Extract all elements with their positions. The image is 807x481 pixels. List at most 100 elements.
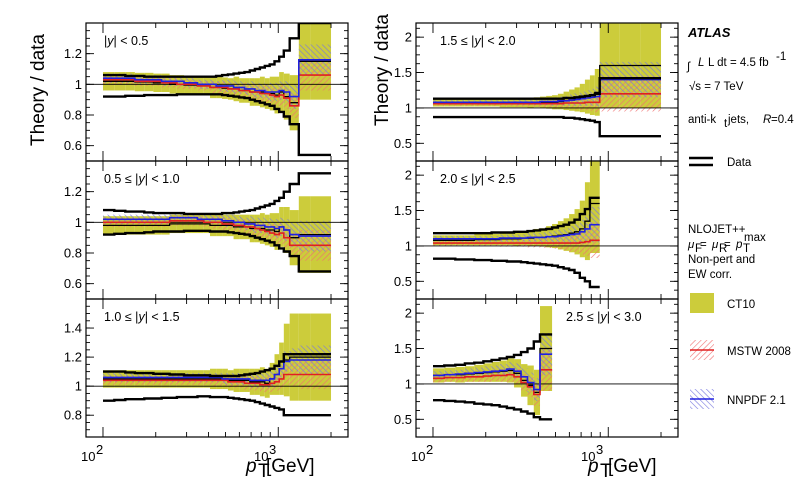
y-tick-label: 1.2 <box>64 350 82 365</box>
region-label-part: | <box>104 34 107 48</box>
legend-lumi-sup: -1 <box>776 51 786 63</box>
panel-plot-area-3 <box>86 313 348 417</box>
region-label-part: | < 2.0 <box>481 34 516 48</box>
legend-mstw-label: MSTW 2008 <box>727 346 791 358</box>
region-label-5: 2.0 ≤ |y| < 2.5 <box>440 172 516 186</box>
nnpdf-central-line <box>103 359 331 382</box>
region-label-part: | < 2.5 <box>481 172 516 186</box>
mstw-central-line <box>103 220 331 247</box>
x-tick-label-right-100: 10 <box>411 449 425 464</box>
legend-experiment: ATLAS <box>687 25 731 40</box>
x-axis-title-left-sub: T <box>258 461 270 481</box>
region-label-part: 2.5 ≤ | <box>566 310 600 324</box>
y-tick-label: 0.6 <box>64 276 82 291</box>
y-tick-label: 2 <box>405 306 412 321</box>
y-tick-label: 1.5 <box>394 203 412 218</box>
mstw-central-line <box>103 74 331 107</box>
region-label-part: 2.0 ≤ | <box>440 172 474 186</box>
legend-theory-eq1: = <box>700 239 707 251</box>
x-axis-title-left-unit: [GeV] <box>266 456 315 477</box>
legend-theory-eq2: = <box>724 239 731 251</box>
y-tick-label: 2 <box>405 168 412 183</box>
data-uncertainty-upper <box>103 172 331 216</box>
panel-frame-6 <box>415 298 679 438</box>
legend-theory-line1: NLOJET++ <box>688 224 746 236</box>
region-label-part: y <box>473 34 481 48</box>
legend-theory-f: F <box>695 243 702 255</box>
y-tick-label: 0.8 <box>64 408 82 423</box>
nnpdf-central-line <box>433 353 553 391</box>
y-tick-label: 1 <box>405 376 412 391</box>
region-label-part: 0.5 ≤ | <box>104 172 138 186</box>
region-label-part: | < 0.5 <box>114 34 149 48</box>
y-tick-label: 1 <box>405 100 412 115</box>
nnpdf-central-line <box>433 223 600 240</box>
y-tick-label: 1 <box>405 238 412 253</box>
nnpdf-central-line <box>103 59 331 98</box>
mstw-central-line <box>103 373 331 386</box>
legend-integral-sign: ∫ <box>686 61 691 73</box>
legend-jets-antik: anti-k <box>688 114 716 126</box>
legend-data-label: Data <box>727 157 752 169</box>
legend: ATLAS ∫ L L dt = 4.5 fb -1 √s = 7 TeV an… <box>686 25 794 409</box>
y-tick-label: 1.5 <box>394 341 412 356</box>
y-tick-label: 1.2 <box>64 46 82 61</box>
panel-6: 0.5 1 1.5 2 2.5 ≤ |y| < 3.0 <box>394 298 679 438</box>
legend-theory-mu-r: μ <box>711 239 719 251</box>
y-tick-label: 0.5 <box>394 136 412 151</box>
legend-jets-sub: t <box>724 118 728 130</box>
panel-plot-area-4 <box>416 23 678 138</box>
legend-theory-line3: Non-pert and <box>688 254 755 266</box>
region-label-part: y <box>106 34 114 48</box>
data-uncertainty-upper <box>433 196 600 235</box>
y-tick-label: 1 <box>75 77 82 92</box>
legend-lumi-L: L <box>698 57 704 69</box>
y-tick-label: 0.6 <box>64 138 82 153</box>
x-tick-labels-right: 10 2 10 3 <box>411 442 603 464</box>
region-label-1: |y| < 0.5 <box>104 34 148 48</box>
x-axis-title-right-p: p <box>587 456 599 477</box>
region-label-part: | < 1.0 <box>145 172 180 186</box>
x-tick-labels-left: 10 2 10 3 <box>81 442 276 464</box>
legend-jets-Rval: =0.4 <box>771 114 794 126</box>
y-tick-label: 1 <box>75 215 82 230</box>
x-tick-label-right-100-exp: 2 <box>426 442 433 457</box>
data-uncertainty-lower <box>433 399 553 421</box>
legend-jets-R: R <box>763 114 771 126</box>
y-axis-title-left: Theory / data <box>28 34 49 146</box>
y-tick-label: 0.5 <box>394 412 412 427</box>
region-label-4: 1.5 ≤ |y| < 2.0 <box>440 34 516 48</box>
x-axis-title-right-sub: T <box>600 461 612 481</box>
y-tick-label: 1.2 <box>64 184 82 199</box>
legend-ct10-swatch <box>690 293 714 313</box>
x-tick-label-right-1000: 10 <box>581 449 595 464</box>
panel-4: 0.5 1 1.5 2 1.5 ≤ |y| < 2.0 <box>394 22 679 162</box>
x-tick-label-left-1000-exp: 3 <box>269 442 276 457</box>
data-uncertainty-upper <box>103 353 331 378</box>
region-label-6: 2.5 ≤ |y| < 3.0 <box>566 310 642 324</box>
region-label-part: y <box>137 172 145 186</box>
y-tick-label: 0.8 <box>64 108 82 123</box>
data-uncertainty-lower <box>433 115 661 138</box>
region-label-2: 0.5 ≤ |y| < 1.0 <box>104 172 180 186</box>
y-tick-label: 2 <box>405 30 412 45</box>
x-tick-label-left-100-exp: 2 <box>96 442 103 457</box>
region-label-3: 1.0 ≤ |y| < 1.5 <box>104 310 180 324</box>
nnpdf-central-line <box>433 78 661 104</box>
data-uncertainty-upper <box>433 77 661 100</box>
x-tick-label-left-100: 10 <box>81 449 95 464</box>
region-label-part: 1.0 ≤ | <box>104 310 138 324</box>
nnpdf-central-line <box>103 216 331 237</box>
legend-ct10-label: CT10 <box>727 299 755 311</box>
x-axis-title-right-unit: [GeV] <box>608 456 657 477</box>
data-uncertainty-upper <box>103 23 331 78</box>
legend-theory-p: p <box>735 239 743 251</box>
panel-plot-area-2 <box>86 172 348 273</box>
data-uncertainty-lower <box>103 93 331 157</box>
x-axis-title-left-p: p <box>245 456 257 477</box>
panel-plot-area-1 <box>86 23 348 157</box>
y-tick-label: 0.5 <box>394 274 412 289</box>
region-label-part: | < 1.5 <box>145 310 180 324</box>
panel-frame-3 <box>85 298 349 438</box>
panel-plot-area-6 <box>416 306 678 421</box>
